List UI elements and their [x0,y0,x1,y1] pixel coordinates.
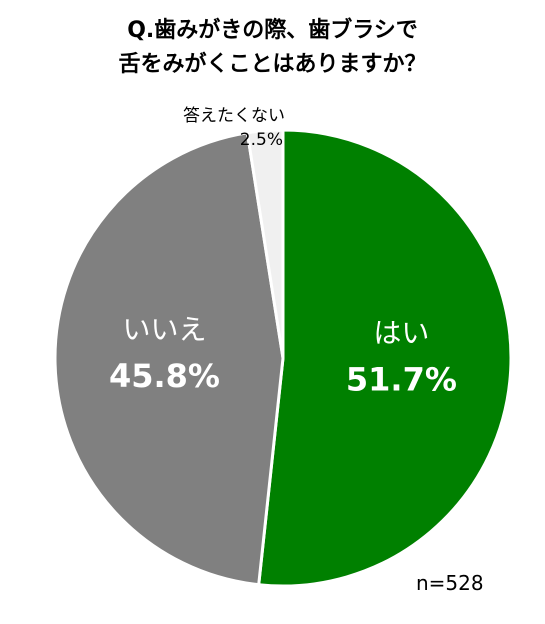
slice-value-no: 45.8% [109,357,220,395]
slice-label-yes: はい [373,316,429,349]
slice-no-answer [245,128,285,359]
slice-no [53,131,285,587]
title-line-1: Q.歯みがきの際、歯ブラシで [127,18,418,43]
chart-title: Q.歯みがきの際、歯ブラシで 舌をみがくことはありますか？ [0,14,545,82]
slice-value-no-answer: 2.5% [240,130,283,150]
title-line-2: 舌をみがくことはありますか？ [118,52,427,77]
slice-label-no-answer: 答えたくない [183,106,285,126]
slice-label-no: いいえ [122,313,206,346]
slice-yes [257,128,513,588]
sample-size: n=528 [416,571,484,595]
slice-value-yes: 51.7% [346,360,457,398]
